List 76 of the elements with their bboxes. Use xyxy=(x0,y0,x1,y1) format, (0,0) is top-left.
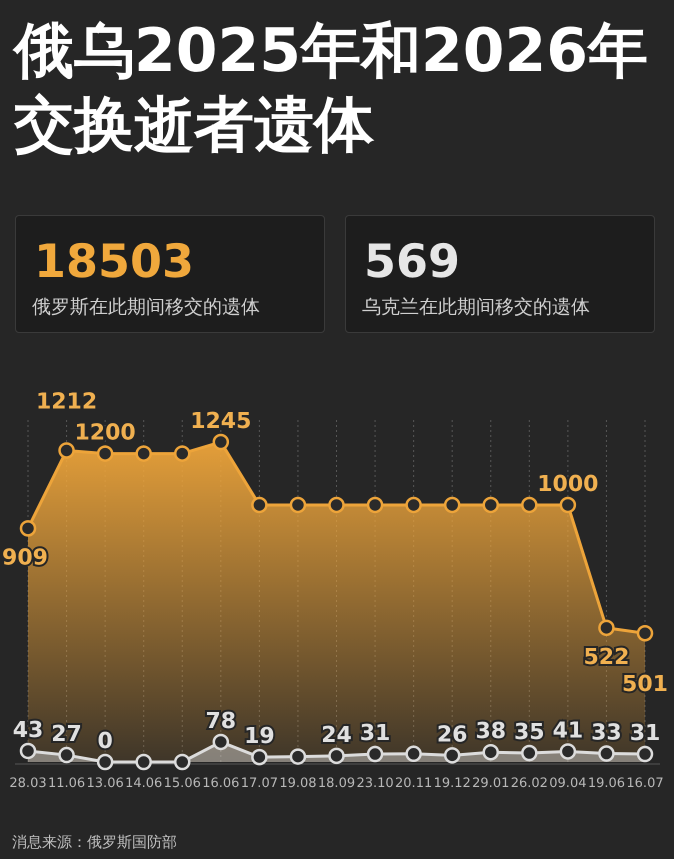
text: 569 xyxy=(364,234,460,288)
x-tick-label: 13.06 xyxy=(86,776,124,791)
x-tick-label: 16.07 xyxy=(626,776,664,791)
point xyxy=(560,743,576,760)
data-label: 27 xyxy=(51,722,82,748)
x-tick-label: 18.09 xyxy=(318,776,356,791)
data-label: 43 xyxy=(12,718,44,743)
data-label: 1200 xyxy=(74,420,136,446)
data-label: 19 xyxy=(244,724,275,750)
x-tick-label: 26.02 xyxy=(510,776,548,791)
point xyxy=(58,746,75,764)
point xyxy=(174,445,190,462)
data-label: 38 xyxy=(475,719,506,744)
data-label: 1245 xyxy=(190,409,252,434)
point xyxy=(212,734,230,750)
point xyxy=(251,496,268,514)
x-tick-label: 20.11 xyxy=(395,776,432,791)
x-tick-label: 28.03 xyxy=(9,776,47,791)
x-tick-label: 19.08 xyxy=(279,776,317,791)
data-label: 31 xyxy=(360,721,390,746)
x-tick-label: 19.12 xyxy=(434,776,471,791)
point xyxy=(20,520,36,537)
data-label: 26 xyxy=(436,722,468,748)
chart-title: 俄乌2025年和2026年交换逝者遗体 xyxy=(14,15,649,162)
x-tick-label: 16.06 xyxy=(202,776,240,791)
data-label: 33 xyxy=(591,720,622,746)
data-label: 35 xyxy=(514,720,545,746)
point xyxy=(366,746,384,762)
point xyxy=(58,442,75,459)
text: 消息来源：俄罗斯国防部 xyxy=(12,833,177,852)
point xyxy=(482,744,499,760)
data-label: 1000 xyxy=(537,472,598,497)
data-label: 501 xyxy=(622,672,668,698)
point xyxy=(521,496,538,514)
text: 乌克兰在此期间移交的遗体 xyxy=(362,295,590,320)
point xyxy=(135,754,152,770)
text: 俄罗斯在此期间移交的遗体 xyxy=(32,295,260,320)
x-tick-label: 11.06 xyxy=(48,776,86,791)
x-tick-label: 14.06 xyxy=(125,776,162,791)
x-tick-label: 29.01 xyxy=(472,776,510,791)
point xyxy=(96,754,114,770)
point xyxy=(405,496,422,514)
point xyxy=(20,742,36,760)
point xyxy=(444,747,460,764)
x-tick-label: 23.10 xyxy=(356,776,394,791)
data-label: 0 xyxy=(97,729,113,754)
data-label: 24 xyxy=(321,722,352,748)
point xyxy=(96,445,114,462)
point xyxy=(444,496,460,514)
data-label: 31 xyxy=(630,721,660,746)
point xyxy=(405,746,422,762)
point xyxy=(251,748,268,766)
point xyxy=(135,445,152,462)
point xyxy=(521,744,538,762)
point xyxy=(636,746,654,762)
point xyxy=(366,496,384,514)
x-tick-label: 17.07 xyxy=(240,776,278,791)
point xyxy=(328,748,345,764)
x-tick-label: 15.06 xyxy=(164,776,201,791)
point xyxy=(598,620,615,636)
point xyxy=(636,624,654,642)
point xyxy=(290,496,306,514)
point xyxy=(482,496,499,514)
data-label: 41 xyxy=(552,718,584,744)
data-label: 1212 xyxy=(36,389,98,414)
data-label: 78 xyxy=(206,708,236,734)
x-tick-label: 09.04 xyxy=(549,776,586,791)
point xyxy=(174,754,190,770)
point xyxy=(212,434,230,450)
point xyxy=(328,496,345,514)
data-label: 522 xyxy=(583,644,630,670)
point xyxy=(560,496,576,514)
point xyxy=(598,745,615,762)
x-tick-label: 19.06 xyxy=(588,776,626,791)
point xyxy=(290,748,306,765)
text: 18503 xyxy=(34,234,194,288)
